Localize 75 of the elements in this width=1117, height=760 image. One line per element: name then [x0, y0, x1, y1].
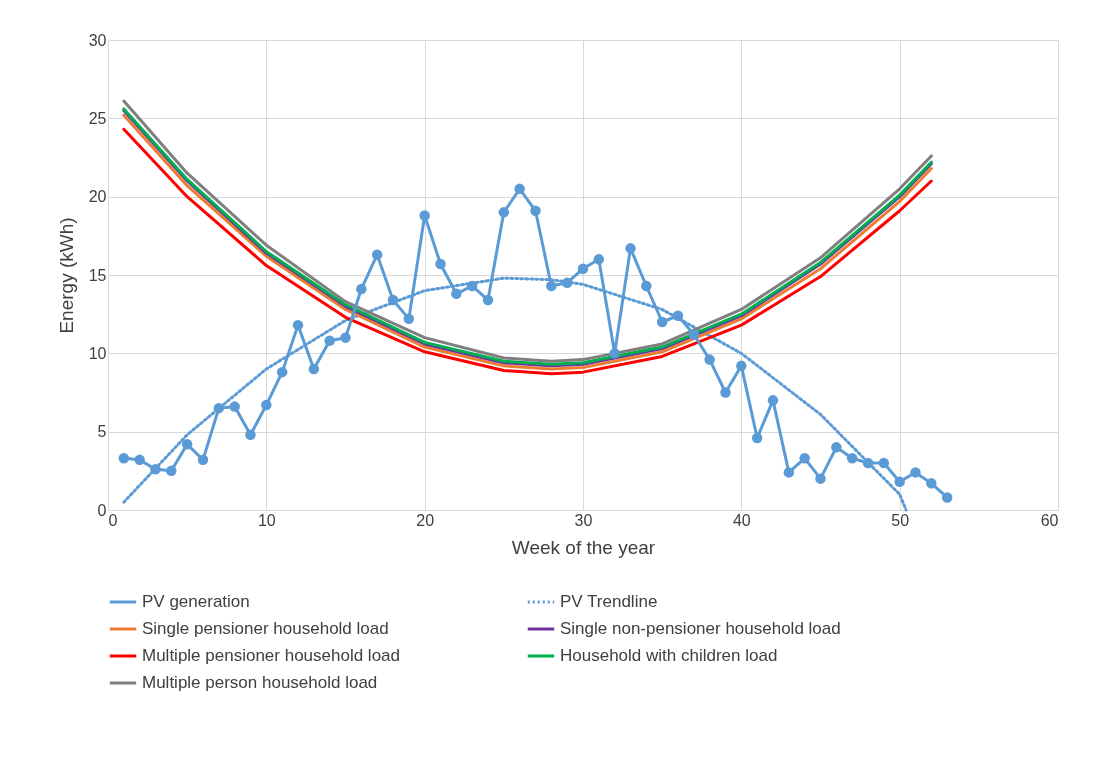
point — [736, 360, 747, 372]
point — [878, 457, 890, 469]
point — [815, 473, 826, 484]
point — [308, 363, 320, 375]
x-tick-label: 0 — [108, 511, 118, 529]
point — [704, 354, 715, 365]
x-axis-title: Week of the year — [511, 536, 656, 558]
x-tick-label: 50 — [891, 511, 910, 529]
legend-label: Single non-pensioner household load — [560, 619, 841, 638]
point — [767, 395, 779, 406]
point — [751, 432, 763, 444]
point — [181, 438, 193, 450]
legend-label: Household with children load — [560, 646, 778, 665]
point — [609, 348, 620, 359]
point — [720, 387, 731, 398]
legend-label: Single pensioner household load — [142, 619, 389, 638]
legend-label: PV generation — [142, 592, 250, 611]
point — [197, 454, 209, 466]
point — [451, 288, 462, 300]
point — [941, 492, 953, 503]
point — [625, 243, 636, 254]
point — [831, 442, 842, 453]
point — [910, 467, 921, 478]
point — [292, 319, 304, 331]
point — [577, 263, 589, 274]
legend-label: Multiple pensioner household load — [142, 646, 401, 665]
point — [261, 399, 272, 411]
point — [276, 366, 288, 378]
point — [688, 329, 700, 340]
point — [593, 254, 605, 265]
x-tick-label: 10 — [257, 511, 276, 529]
x-tick-label: 60 — [1040, 511, 1059, 529]
legend-label: Multiple person household load — [142, 673, 378, 692]
point — [371, 249, 383, 260]
point — [482, 294, 494, 306]
legend-label: PV Trendline — [560, 592, 658, 611]
y-tick-label: 15 — [88, 266, 107, 284]
point — [340, 332, 351, 343]
point — [403, 313, 415, 325]
point — [166, 465, 177, 477]
point — [498, 207, 510, 218]
y-tick-label: 25 — [88, 109, 107, 127]
point — [118, 453, 130, 464]
point — [435, 258, 446, 270]
point — [561, 277, 573, 289]
point — [862, 457, 874, 469]
point — [213, 402, 225, 414]
point — [641, 280, 652, 292]
point — [466, 280, 478, 292]
point — [229, 401, 240, 412]
point — [894, 476, 905, 488]
point — [672, 310, 684, 321]
x-tick-label: 30 — [574, 511, 593, 529]
y-tick-label: 10 — [88, 344, 107, 362]
point — [530, 205, 541, 216]
point — [419, 210, 430, 221]
x-tick-label: 40 — [732, 511, 751, 529]
x-tick-label: 20 — [416, 511, 435, 529]
point — [846, 453, 858, 464]
point — [799, 453, 810, 464]
point — [783, 467, 795, 478]
point — [356, 283, 367, 295]
point — [387, 294, 399, 306]
point — [546, 280, 557, 292]
point — [150, 464, 161, 475]
point — [134, 454, 145, 466]
y-tick-label: 20 — [88, 188, 107, 206]
point — [324, 335, 335, 347]
y-axis-title: Energy (kWh) — [55, 217, 77, 334]
y-tick-label: 5 — [97, 423, 107, 441]
point — [245, 429, 256, 441]
point — [926, 478, 937, 489]
y-tick-label: 30 — [88, 31, 107, 49]
point — [514, 183, 525, 195]
point — [656, 316, 668, 328]
